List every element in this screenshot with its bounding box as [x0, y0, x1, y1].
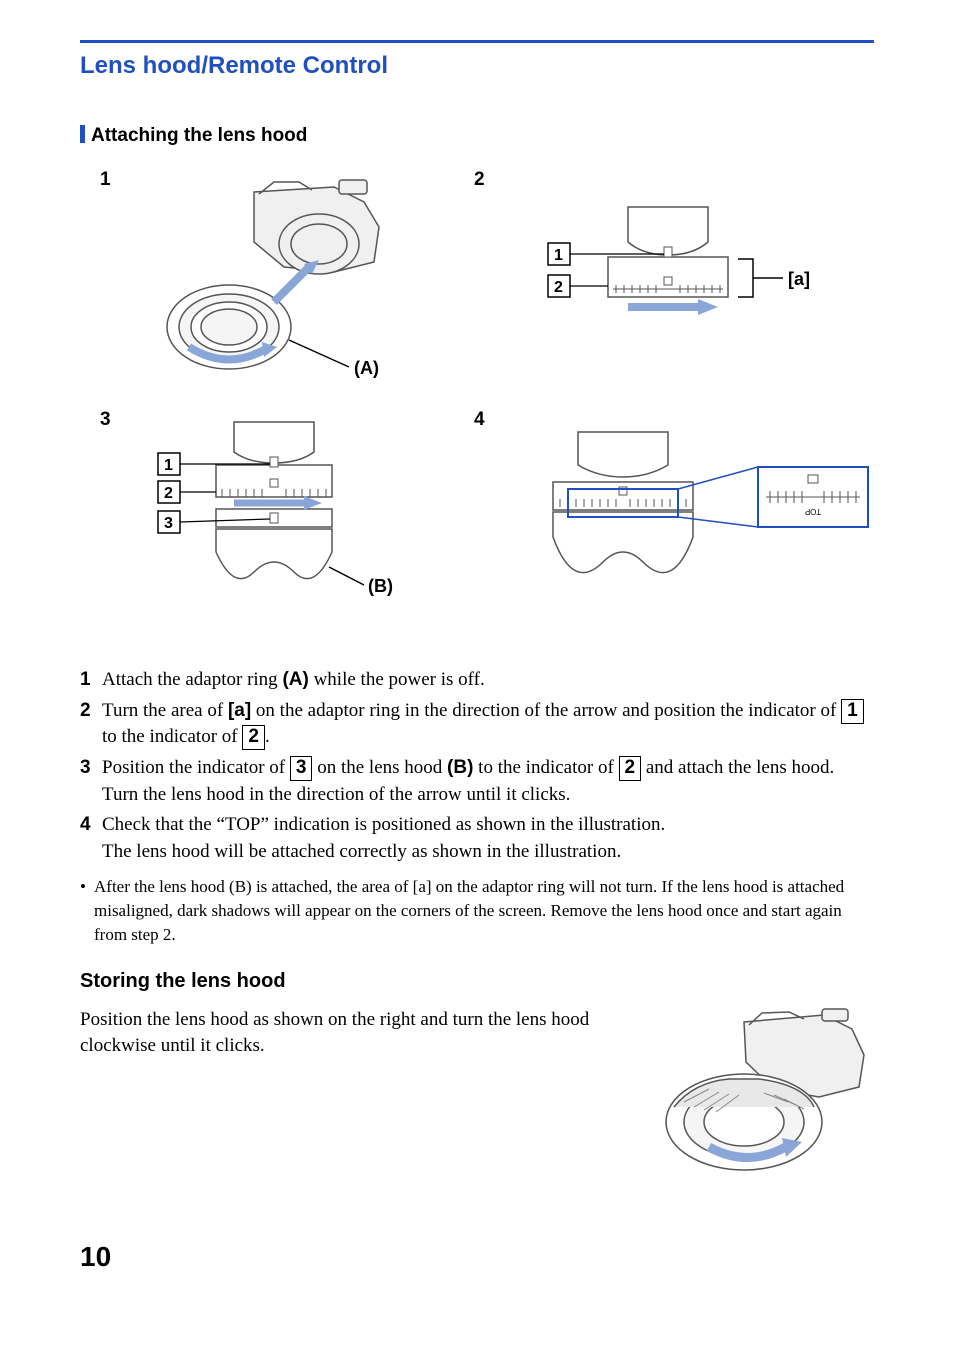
boxed-number: 2	[619, 756, 642, 781]
diagram-grid: 1	[100, 167, 874, 627]
svg-text:1: 1	[554, 247, 563, 264]
step-number: 4	[80, 812, 98, 865]
step-text: Turn the area of [a] on the adaptor ring…	[102, 698, 874, 751]
step-text: Position the indicator of 3 on the lens …	[102, 755, 874, 808]
diagram-area-1: (A)	[124, 177, 444, 387]
diagram-cell-2: 2	[474, 167, 878, 387]
step-number: 2	[80, 698, 98, 751]
svg-text:TOP: TOP	[805, 507, 821, 516]
section-title: Lens hood/Remote Control	[80, 49, 874, 83]
bullet-icon: •	[80, 875, 94, 946]
diagram-area-2: 1 2 [a]	[498, 177, 878, 387]
diagram-cell-num-2: 2	[474, 167, 485, 194]
svg-text:(B): (B)	[368, 576, 393, 596]
boxed-number: 3	[290, 756, 313, 781]
step-item: 3Position the indicator of 3 on the lens…	[80, 755, 874, 808]
page-number: 10	[80, 1237, 874, 1276]
top-rule	[80, 40, 874, 43]
step-text: Check that the “TOP” indication is posit…	[102, 812, 874, 865]
bullet-note: • After the lens hood (B) is attached, t…	[80, 875, 874, 946]
diagram-cell-num-1: 1	[100, 167, 111, 194]
diagram-area-4: TOP	[498, 417, 878, 627]
storing-diagram	[654, 1007, 874, 1187]
step-item: 4Check that the “TOP” indication is posi…	[80, 812, 874, 865]
step-item: 1Attach the adaptor ring (A) while the p…	[80, 667, 874, 694]
diagram-cell-num-3: 3	[100, 407, 111, 434]
diagram-label-a: (A)	[354, 358, 379, 378]
note-text: After the lens hood (B) is attached, the…	[94, 875, 874, 946]
svg-text:1: 1	[164, 457, 173, 474]
diagram-cell-1: 1	[100, 167, 444, 387]
diagram-cell-num-4: 4	[474, 407, 485, 434]
step-item: 2Turn the area of [a] on the adaptor rin…	[80, 698, 874, 751]
step-text: Attach the adaptor ring (A) while the po…	[102, 667, 874, 694]
step-list: 1Attach the adaptor ring (A) while the p…	[80, 667, 874, 865]
svg-text:2: 2	[554, 279, 563, 296]
heading-bar-icon	[80, 125, 85, 143]
diagram-area-3: 1 2 3 (B)	[124, 417, 444, 627]
subheading-text: Attaching the lens hood	[91, 125, 307, 146]
step-number: 3	[80, 755, 98, 808]
boxed-number: 2	[242, 725, 265, 750]
svg-text:2: 2	[164, 485, 173, 502]
storing-title: Storing the lens hood	[80, 967, 874, 995]
diagram-cell-3: 3	[100, 407, 444, 627]
storing-row: Position the lens hood as shown on the r…	[80, 1007, 874, 1187]
svg-text:[a]: [a]	[788, 269, 810, 289]
boxed-number: 1	[841, 699, 864, 724]
step-number: 1	[80, 667, 98, 694]
diagram-cell-4: 4	[474, 407, 878, 627]
svg-text:3: 3	[164, 515, 173, 532]
subheading-attaching: Attaching the lens hood	[80, 123, 874, 150]
storing-text: Position the lens hood as shown on the r…	[80, 1007, 634, 1187]
